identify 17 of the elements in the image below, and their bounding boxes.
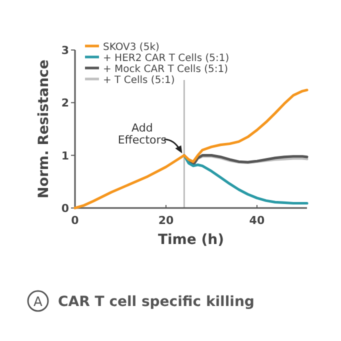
x-axis-title: Time (h) (158, 232, 224, 248)
y-axis-title: Norm. Resistance (36, 60, 52, 198)
y-tick-label: 3 (61, 44, 69, 57)
x-tick-label: 0 (71, 214, 80, 227)
legend-label: + Mock CAR T Cells (5:1) (103, 64, 228, 75)
text: CAR T cell specific killing (58, 294, 254, 310)
line-series (182, 154, 308, 205)
y-tick-label: 1 (61, 149, 69, 162)
y-tick-label: 0 (61, 202, 70, 215)
x-tick-label: 20 (158, 214, 174, 227)
legend-label: + HER2 CAR T Cells (5:1) (103, 53, 230, 64)
x-tick-label: 40 (249, 214, 265, 227)
legend-label: + T Cells (5:1) (103, 75, 175, 86)
y-tick-label: 2 (61, 96, 69, 110)
annotation: Add Effectors (118, 121, 167, 146)
text: A (34, 295, 43, 310)
legend-label: SKOV3 (5k) (103, 42, 160, 53)
